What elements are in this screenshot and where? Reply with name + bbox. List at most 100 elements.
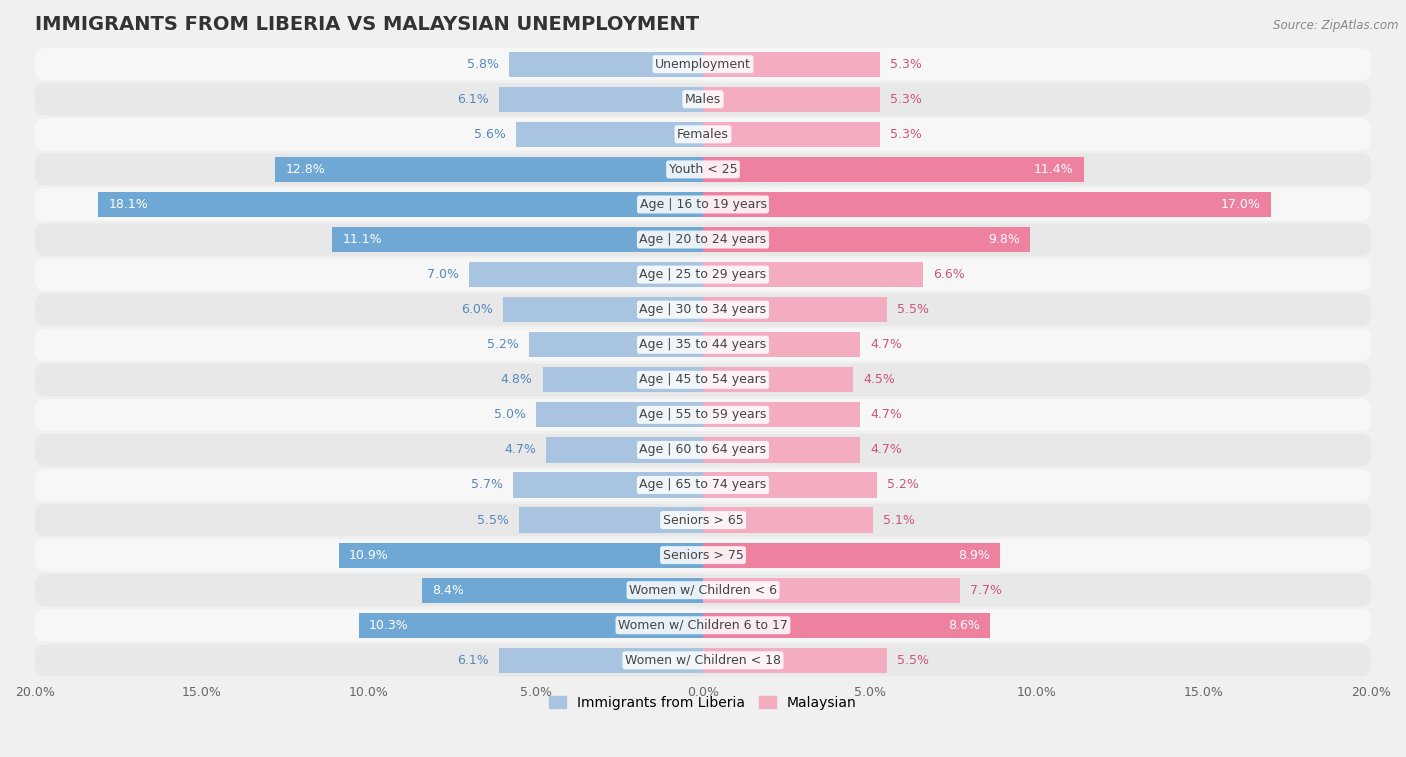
Bar bbox=[703, 578, 960, 603]
Text: 4.5%: 4.5% bbox=[863, 373, 896, 386]
Text: 18.1%: 18.1% bbox=[108, 198, 148, 211]
FancyBboxPatch shape bbox=[35, 329, 1371, 361]
Bar bbox=[703, 86, 880, 112]
Bar bbox=[509, 51, 703, 76]
Bar bbox=[703, 543, 1000, 568]
Bar bbox=[339, 543, 703, 568]
Bar bbox=[276, 157, 703, 182]
Text: Age | 45 to 54 years: Age | 45 to 54 years bbox=[640, 373, 766, 386]
Legend: Immigrants from Liberia, Malaysian: Immigrants from Liberia, Malaysian bbox=[544, 690, 862, 715]
FancyBboxPatch shape bbox=[35, 399, 1371, 431]
Bar bbox=[703, 157, 1084, 182]
Text: 5.3%: 5.3% bbox=[890, 58, 922, 70]
FancyBboxPatch shape bbox=[35, 574, 1371, 606]
FancyBboxPatch shape bbox=[35, 118, 1371, 151]
Text: 4.7%: 4.7% bbox=[870, 408, 901, 422]
Text: 5.3%: 5.3% bbox=[890, 93, 922, 106]
FancyBboxPatch shape bbox=[35, 258, 1371, 291]
Text: 5.2%: 5.2% bbox=[887, 478, 918, 491]
Text: 5.5%: 5.5% bbox=[477, 513, 509, 527]
Text: Seniors > 75: Seniors > 75 bbox=[662, 549, 744, 562]
Text: 5.1%: 5.1% bbox=[883, 513, 915, 527]
Bar bbox=[703, 297, 887, 322]
Text: 10.9%: 10.9% bbox=[349, 549, 388, 562]
FancyBboxPatch shape bbox=[35, 539, 1371, 572]
Text: 17.0%: 17.0% bbox=[1220, 198, 1261, 211]
FancyBboxPatch shape bbox=[35, 644, 1371, 677]
FancyBboxPatch shape bbox=[35, 434, 1371, 466]
Text: 10.3%: 10.3% bbox=[368, 618, 409, 632]
Bar bbox=[703, 122, 880, 147]
Text: 4.7%: 4.7% bbox=[870, 444, 901, 456]
Text: Age | 20 to 24 years: Age | 20 to 24 years bbox=[640, 233, 766, 246]
Text: Age | 30 to 34 years: Age | 30 to 34 years bbox=[640, 303, 766, 316]
Text: Youth < 25: Youth < 25 bbox=[669, 163, 737, 176]
Bar bbox=[703, 51, 880, 76]
Bar bbox=[703, 192, 1271, 217]
Text: Age | 55 to 59 years: Age | 55 to 59 years bbox=[640, 408, 766, 422]
Text: 6.6%: 6.6% bbox=[934, 268, 966, 281]
Text: 5.8%: 5.8% bbox=[467, 58, 499, 70]
Bar bbox=[543, 367, 703, 392]
Bar bbox=[546, 438, 703, 463]
FancyBboxPatch shape bbox=[35, 504, 1371, 536]
Text: 9.8%: 9.8% bbox=[988, 233, 1021, 246]
Text: 12.8%: 12.8% bbox=[285, 163, 325, 176]
Bar bbox=[513, 472, 703, 497]
Text: 7.0%: 7.0% bbox=[427, 268, 460, 281]
Text: 5.0%: 5.0% bbox=[494, 408, 526, 422]
Bar bbox=[499, 86, 703, 112]
Bar bbox=[703, 472, 877, 497]
Bar bbox=[703, 507, 873, 533]
Text: Males: Males bbox=[685, 93, 721, 106]
FancyBboxPatch shape bbox=[35, 363, 1371, 396]
Text: Women w/ Children < 6: Women w/ Children < 6 bbox=[628, 584, 778, 597]
FancyBboxPatch shape bbox=[35, 609, 1371, 641]
Text: 4.8%: 4.8% bbox=[501, 373, 533, 386]
Bar bbox=[529, 332, 703, 357]
Text: Seniors > 65: Seniors > 65 bbox=[662, 513, 744, 527]
Text: 4.7%: 4.7% bbox=[505, 444, 536, 456]
Text: Women w/ Children 6 to 17: Women w/ Children 6 to 17 bbox=[619, 618, 787, 632]
Text: 8.6%: 8.6% bbox=[949, 618, 980, 632]
Text: Age | 65 to 74 years: Age | 65 to 74 years bbox=[640, 478, 766, 491]
FancyBboxPatch shape bbox=[35, 223, 1371, 256]
Text: Age | 35 to 44 years: Age | 35 to 44 years bbox=[640, 338, 766, 351]
Bar bbox=[332, 227, 703, 252]
Text: 5.3%: 5.3% bbox=[890, 128, 922, 141]
Bar bbox=[536, 402, 703, 428]
Bar bbox=[519, 507, 703, 533]
Bar bbox=[470, 262, 703, 287]
Bar bbox=[703, 438, 860, 463]
Text: 8.4%: 8.4% bbox=[433, 584, 464, 597]
Bar bbox=[703, 402, 860, 428]
Text: 5.5%: 5.5% bbox=[897, 303, 929, 316]
Bar bbox=[703, 648, 887, 673]
Text: Age | 16 to 19 years: Age | 16 to 19 years bbox=[640, 198, 766, 211]
Text: Unemployment: Unemployment bbox=[655, 58, 751, 70]
FancyBboxPatch shape bbox=[35, 469, 1371, 501]
FancyBboxPatch shape bbox=[35, 83, 1371, 115]
Text: 11.4%: 11.4% bbox=[1035, 163, 1074, 176]
Text: 5.5%: 5.5% bbox=[897, 654, 929, 667]
FancyBboxPatch shape bbox=[35, 188, 1371, 220]
Bar bbox=[516, 122, 703, 147]
Bar bbox=[502, 297, 703, 322]
Text: 5.2%: 5.2% bbox=[488, 338, 519, 351]
Text: 5.6%: 5.6% bbox=[474, 128, 506, 141]
Text: 11.1%: 11.1% bbox=[342, 233, 382, 246]
Text: 6.1%: 6.1% bbox=[457, 654, 489, 667]
Text: 6.0%: 6.0% bbox=[461, 303, 492, 316]
Text: Women w/ Children < 18: Women w/ Children < 18 bbox=[626, 654, 780, 667]
Text: Age | 60 to 64 years: Age | 60 to 64 years bbox=[640, 444, 766, 456]
FancyBboxPatch shape bbox=[35, 48, 1371, 80]
Bar bbox=[703, 332, 860, 357]
Bar bbox=[703, 262, 924, 287]
Text: 4.7%: 4.7% bbox=[870, 338, 901, 351]
Bar bbox=[422, 578, 703, 603]
Bar bbox=[359, 612, 703, 638]
Text: Age | 25 to 29 years: Age | 25 to 29 years bbox=[640, 268, 766, 281]
Bar bbox=[98, 192, 703, 217]
Bar bbox=[499, 648, 703, 673]
FancyBboxPatch shape bbox=[35, 153, 1371, 185]
